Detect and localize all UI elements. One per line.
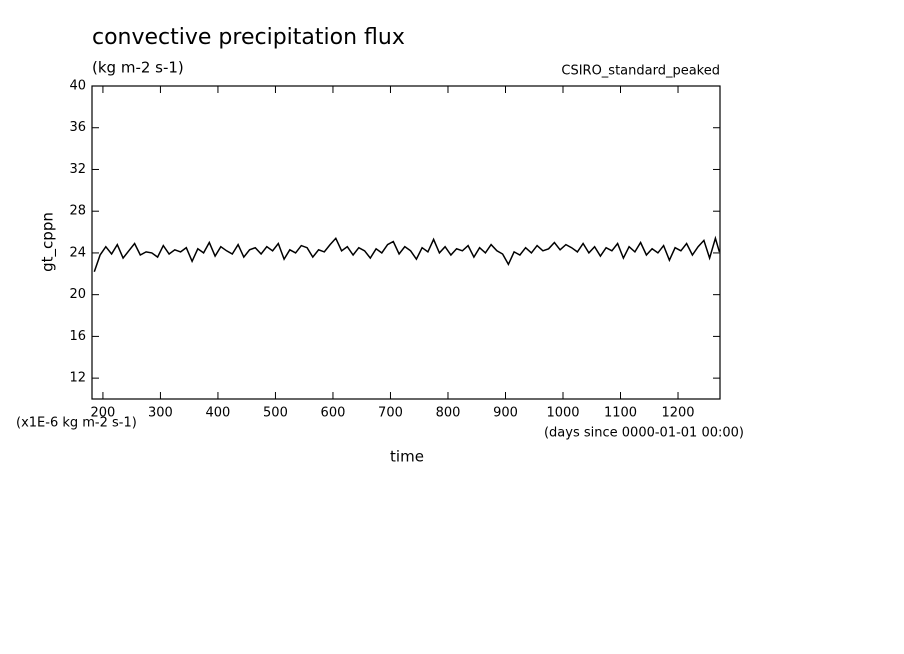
y-tick-label: 32 — [69, 162, 86, 177]
data-line — [93, 235, 721, 272]
chart-subtitle: (kg m-2 s-1) — [92, 59, 184, 77]
x-axis-label: time — [390, 448, 424, 466]
y-axis-label: gt_cppn — [39, 212, 58, 272]
x-tick-label: 300 — [148, 406, 173, 421]
y-tick-label: 36 — [69, 120, 86, 135]
annotation: CSIRO_standard_peaked — [561, 64, 720, 79]
y-tick-label: 24 — [69, 245, 86, 260]
y-tick-label: 16 — [69, 329, 86, 344]
x-tick-label: 700 — [378, 406, 403, 421]
x-tick-label: 800 — [436, 406, 461, 421]
plot-frame — [91, 85, 721, 400]
chart-title: convective precipitation flux — [92, 25, 405, 50]
y-tick-label: 40 — [69, 79, 86, 94]
x-tick-label: 900 — [493, 406, 518, 421]
x-tick-label: 600 — [321, 406, 346, 421]
x-tick-label: 500 — [263, 406, 288, 421]
x-axis-unit: (days since 0000-01-01 00:00) — [544, 426, 744, 441]
y-axis-unit: (x1E-6 kg m-2 s-1) — [16, 416, 137, 431]
x-tick-label: 1000 — [546, 406, 579, 421]
y-tick-label: 28 — [69, 204, 86, 219]
x-tick-label: 200 — [91, 406, 116, 421]
y-tick-label: 12 — [69, 371, 86, 386]
x-tick-label: 1100 — [604, 406, 637, 421]
y-tick-label: 20 — [69, 287, 86, 302]
x-tick-label: 400 — [206, 406, 231, 421]
x-tick-label: 1200 — [661, 406, 694, 421]
